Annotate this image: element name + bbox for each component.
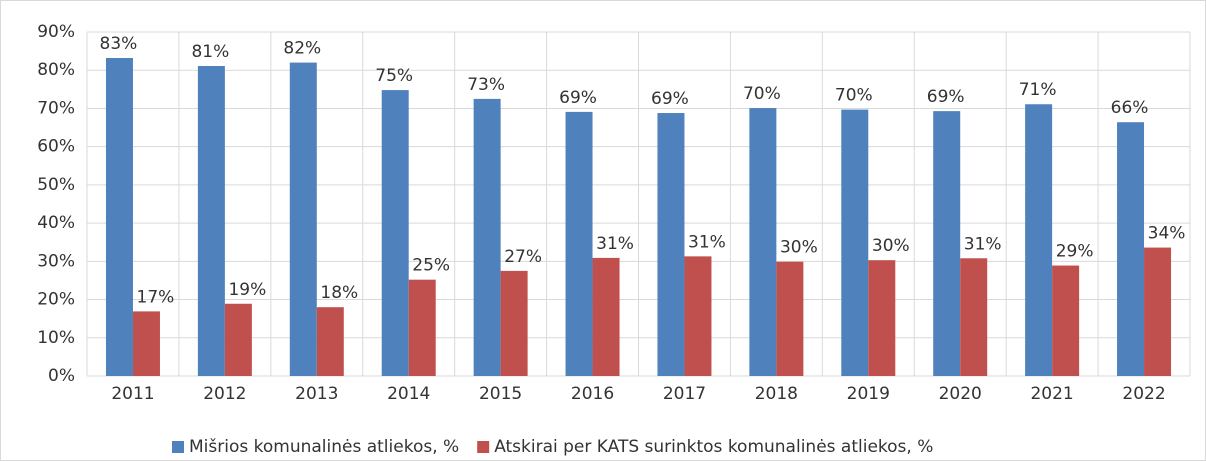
bar	[776, 261, 804, 376]
bar	[592, 257, 620, 376]
x-tick-label: 2013	[295, 384, 338, 404]
data-label: 82%	[283, 39, 321, 59]
data-label: 29%	[1056, 242, 1094, 262]
bar	[316, 307, 344, 376]
data-label: 73%	[467, 75, 505, 95]
x-tick-label: 2016	[571, 384, 614, 404]
y-tick-label: 80%	[37, 60, 75, 80]
data-label: 70%	[743, 84, 781, 104]
y-tick-label: 10%	[37, 328, 75, 348]
data-label: 17%	[137, 287, 175, 307]
data-label: 69%	[651, 89, 689, 109]
x-tick-label: 2017	[663, 384, 706, 404]
bar	[105, 57, 133, 376]
data-label: 34%	[1148, 224, 1186, 244]
x-tick-label: 2021	[1030, 384, 1073, 404]
data-label: 66%	[1111, 98, 1149, 118]
bar	[197, 66, 225, 377]
bar	[1052, 265, 1080, 376]
bar	[565, 111, 593, 376]
x-tick-label: 2012	[203, 384, 246, 404]
x-tick-label: 2022	[1122, 384, 1165, 404]
bar	[1144, 247, 1172, 376]
data-label: 81%	[191, 42, 229, 62]
bar	[868, 260, 896, 376]
y-tick-label: 70%	[37, 98, 75, 118]
bar	[749, 108, 777, 376]
bar	[473, 98, 501, 376]
data-label: 31%	[964, 234, 1002, 254]
bar	[381, 90, 409, 376]
data-label: 75%	[375, 66, 413, 86]
y-tick-label: 30%	[37, 251, 75, 271]
x-tick-label: 2015	[479, 384, 522, 404]
bar	[841, 109, 869, 376]
bar	[657, 113, 685, 376]
data-label: 69%	[559, 88, 597, 108]
data-label: 19%	[228, 280, 266, 300]
legend-label: Mišrios komunalinės atliekos, %	[189, 437, 459, 457]
y-tick-label: 60%	[37, 137, 75, 157]
y-tick-label: 20%	[37, 290, 75, 310]
legend-swatch	[172, 441, 184, 453]
bar	[1117, 122, 1145, 377]
bar	[500, 270, 528, 376]
data-label: 27%	[504, 247, 542, 267]
legend-swatch	[477, 441, 490, 453]
y-tick-label: 90%	[37, 22, 75, 42]
data-label: 69%	[927, 87, 965, 107]
data-label: 71%	[1019, 80, 1057, 100]
x-tick-label: 2019	[847, 384, 890, 404]
legend-label: Atskirai per KATS surinktos komunalinės …	[494, 437, 933, 457]
data-label: 30%	[780, 238, 818, 258]
y-tick-label: 50%	[37, 175, 75, 195]
bar	[289, 62, 317, 376]
bar	[132, 311, 160, 376]
data-label: 25%	[412, 256, 450, 276]
data-label: 30%	[872, 236, 910, 256]
bar	[1025, 104, 1053, 377]
bar	[224, 303, 252, 376]
data-label: 31%	[596, 234, 634, 254]
x-tick-label: 2018	[755, 384, 798, 404]
bar	[684, 256, 712, 376]
x-tick-label: 2011	[111, 384, 154, 404]
y-tick-label: 40%	[37, 213, 75, 233]
x-tick-label: 2014	[387, 384, 430, 404]
data-label: 31%	[688, 232, 726, 252]
data-label: 18%	[320, 283, 358, 303]
x-tick-label: 2020	[939, 384, 982, 404]
data-label: 70%	[835, 86, 873, 106]
y-tick-label: 0%	[48, 366, 75, 386]
bar	[960, 258, 988, 376]
bar	[408, 279, 436, 376]
data-label: 83%	[100, 34, 138, 54]
bar	[933, 111, 961, 377]
